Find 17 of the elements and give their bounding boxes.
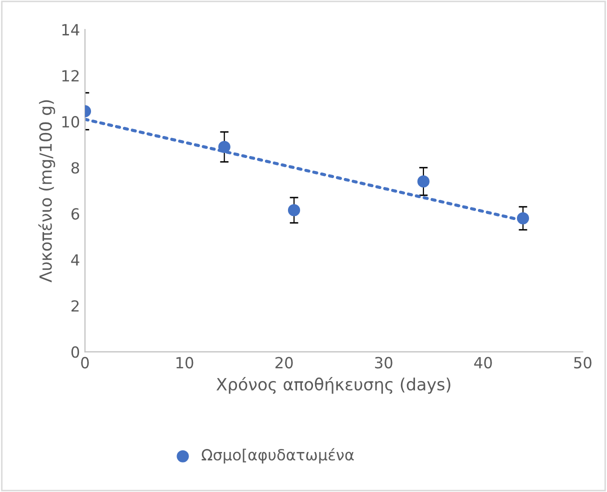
x-tick-label: 30: [375, 356, 392, 368]
x-axis-title: Χρόνος αποθήκευσης (days): [216, 376, 450, 394]
x-tick-label: 50: [574, 356, 592, 368]
y-tick-label: 8: [71, 162, 80, 174]
x-tick-label: 10: [176, 356, 194, 368]
legend-label: Ωσμο[αφυδατωμένα: [202, 448, 354, 464]
y-axis-title: Λυκοπένιο (mg/100 g): [38, 100, 56, 282]
y-tick-label: 12: [62, 70, 79, 82]
x-tick-label: 0: [81, 356, 89, 368]
y-tick-label: 10: [62, 116, 80, 128]
y-tick-label: 14: [62, 24, 80, 36]
y-tick-label: 2: [72, 300, 79, 312]
y-tick-label: 4: [71, 254, 80, 266]
x-tick-label: 20: [275, 356, 293, 368]
y-tick-label: 6: [71, 208, 80, 220]
x-tick-label: 40: [474, 356, 492, 368]
y-tick-label: 0: [71, 346, 80, 358]
